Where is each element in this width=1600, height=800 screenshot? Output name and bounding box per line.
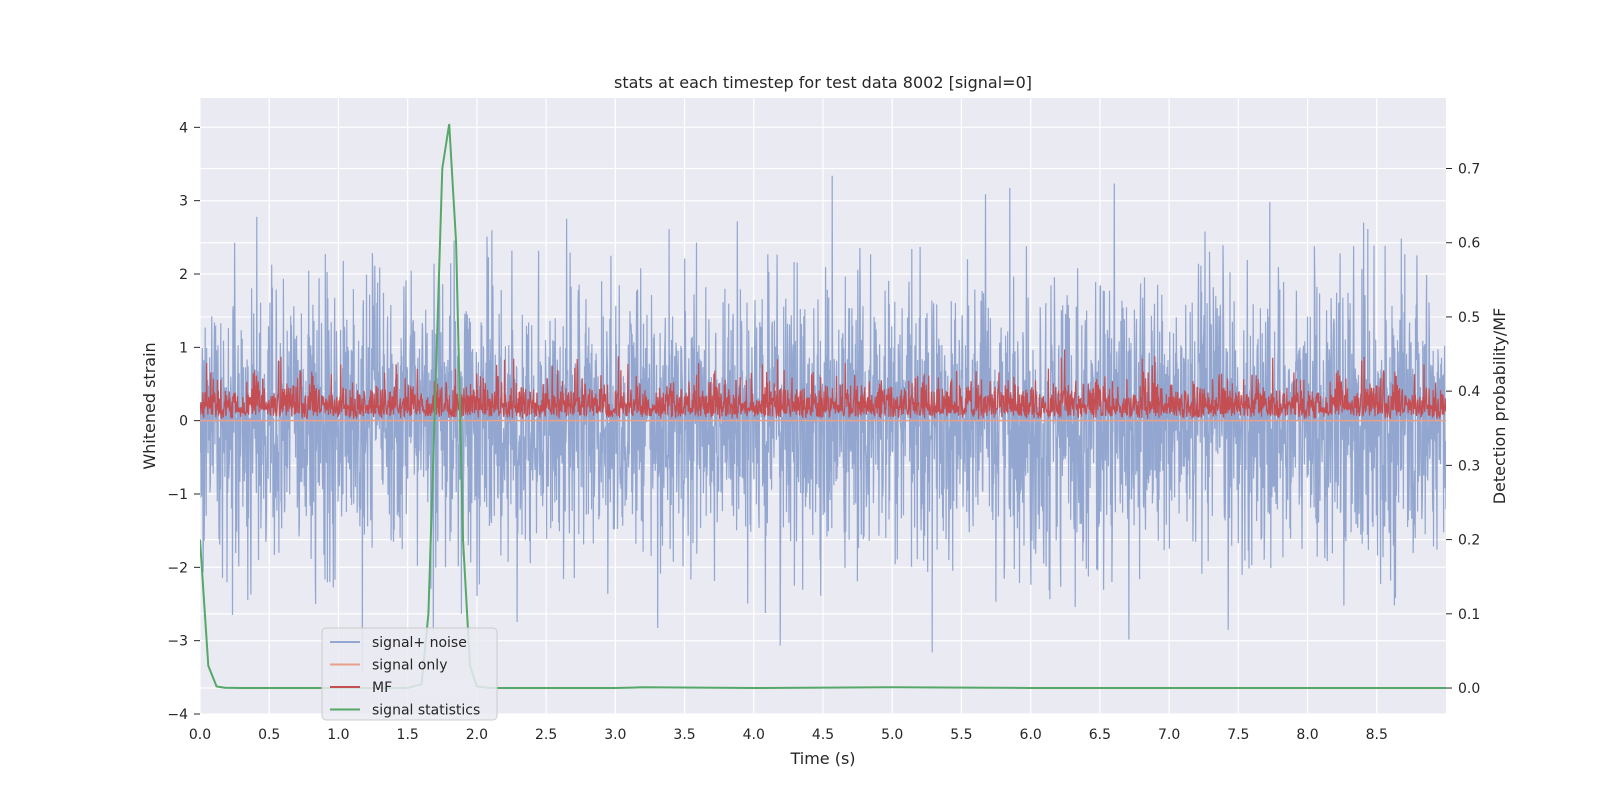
x-tick-label: 1.5	[397, 727, 419, 743]
y2-tick-label: 0.2	[1458, 533, 1480, 549]
legend-box	[321, 627, 498, 721]
y-tick-label: −3	[167, 634, 188, 650]
x-tick-label: 6.0	[1020, 727, 1042, 743]
y2-tick-label: 0.7	[1458, 162, 1480, 178]
x-tick-label: 4.5	[812, 727, 834, 743]
x-axis: 0.0 0.5 1.0 1.5 2.0 2.5 3.0 3.5 4.0 4.5 5.0 5.5 6.0 6…	[189, 727, 1388, 743]
x-tick-label: 3.0	[604, 727, 626, 743]
x-tick-label: 4.0	[743, 727, 765, 743]
y2-tick-label: 0.1	[1458, 607, 1480, 623]
y2-tick-label: 0.6	[1458, 236, 1480, 252]
y-tick-label: −1	[167, 487, 188, 503]
y-axis-label: Whitened strain	[140, 342, 159, 469]
series-signal-noise	[200, 175, 1446, 672]
x-tick-label: 2.5	[535, 727, 557, 743]
y-tick-label: 1	[179, 340, 188, 356]
x-tick-label: 7.5	[1227, 727, 1249, 743]
x-tick-label: 0.5	[258, 727, 280, 743]
x-tick-label: 0.0	[189, 727, 211, 743]
legend-label: signal only	[372, 658, 447, 674]
chart-title: stats at each timestep for test data 800…	[614, 73, 1032, 92]
x-tick-label: 5.5	[950, 727, 972, 743]
y2-tick-label: 0.3	[1458, 458, 1480, 474]
x-tick-label: 5.0	[881, 727, 903, 743]
legend-label: signal+ noise	[372, 635, 467, 651]
series-signal-statistics	[200, 123, 1446, 690]
x-tick-label: 7.0	[1158, 727, 1180, 743]
x-tick-label: 8.5	[1366, 727, 1388, 743]
x-tick-label: 3.5	[673, 727, 695, 743]
legend-label: signal statistics	[372, 703, 480, 719]
y-tick-label: 4	[179, 120, 188, 136]
series-layer	[200, 123, 1446, 690]
x-tick-label: 6.5	[1089, 727, 1111, 743]
y2-tick-label: 0.0	[1458, 681, 1480, 697]
y-axis-right: 0.0 0.1 0.2 0.3 0.4 0.5 0.6 0.7	[1446, 162, 1480, 697]
y2-tick-label: 0.5	[1458, 310, 1480, 326]
y-axis-left: −4 −3 −2 −1 0 1 2 3 4	[167, 120, 200, 723]
y-tick-label: 2	[179, 267, 188, 283]
y-tick-label: 0	[179, 414, 188, 430]
x-tick-label: 2.0	[466, 727, 488, 743]
legend-label: MF	[372, 680, 392, 696]
y2-axis-label: Detection probability/MF	[1490, 308, 1509, 505]
series-mf	[200, 349, 1446, 420]
x-tick-label: 1.0	[327, 727, 349, 743]
y-tick-label: 3	[179, 194, 188, 210]
legend: signal+ noise signal only MF signal statist…	[321, 627, 498, 721]
y2-tick-label: 0.4	[1458, 384, 1480, 400]
y-tick-label: −2	[167, 560, 188, 576]
x-axis-label: Time (s)	[789, 749, 855, 768]
x-tick-label: 8.0	[1296, 727, 1318, 743]
y-tick-label: −4	[167, 707, 188, 723]
